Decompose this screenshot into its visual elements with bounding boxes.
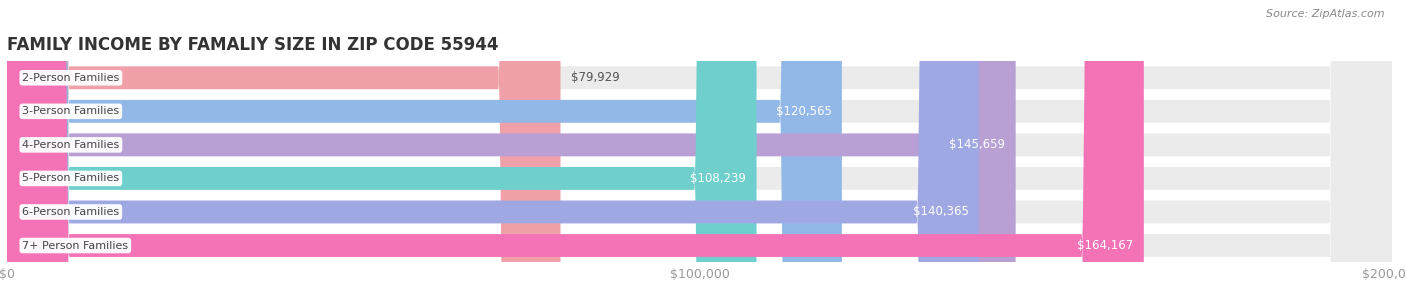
FancyBboxPatch shape — [7, 0, 756, 305]
FancyBboxPatch shape — [7, 0, 842, 305]
FancyBboxPatch shape — [7, 0, 1015, 305]
Text: $120,565: $120,565 — [776, 105, 831, 118]
Text: $79,929: $79,929 — [571, 71, 620, 84]
FancyBboxPatch shape — [7, 0, 1392, 305]
FancyBboxPatch shape — [7, 0, 1392, 305]
FancyBboxPatch shape — [7, 0, 1392, 305]
Text: $108,239: $108,239 — [690, 172, 747, 185]
FancyBboxPatch shape — [7, 0, 1144, 305]
FancyBboxPatch shape — [7, 0, 1392, 305]
Text: 7+ Person Families: 7+ Person Families — [22, 241, 128, 250]
FancyBboxPatch shape — [7, 0, 1392, 305]
Text: $140,365: $140,365 — [912, 206, 969, 218]
Text: $164,167: $164,167 — [1077, 239, 1133, 252]
Text: 2-Person Families: 2-Person Families — [22, 73, 120, 83]
FancyBboxPatch shape — [7, 0, 561, 305]
Text: 5-Person Families: 5-Person Families — [22, 174, 120, 183]
Text: 3-Person Families: 3-Person Families — [22, 106, 120, 116]
Text: $145,659: $145,659 — [949, 138, 1005, 151]
Text: 6-Person Families: 6-Person Families — [22, 207, 120, 217]
Text: Source: ZipAtlas.com: Source: ZipAtlas.com — [1267, 9, 1385, 19]
Text: 4-Person Families: 4-Person Families — [22, 140, 120, 150]
FancyBboxPatch shape — [7, 0, 979, 305]
FancyBboxPatch shape — [7, 0, 1392, 305]
Text: FAMILY INCOME BY FAMALIY SIZE IN ZIP CODE 55944: FAMILY INCOME BY FAMALIY SIZE IN ZIP COD… — [7, 36, 499, 54]
